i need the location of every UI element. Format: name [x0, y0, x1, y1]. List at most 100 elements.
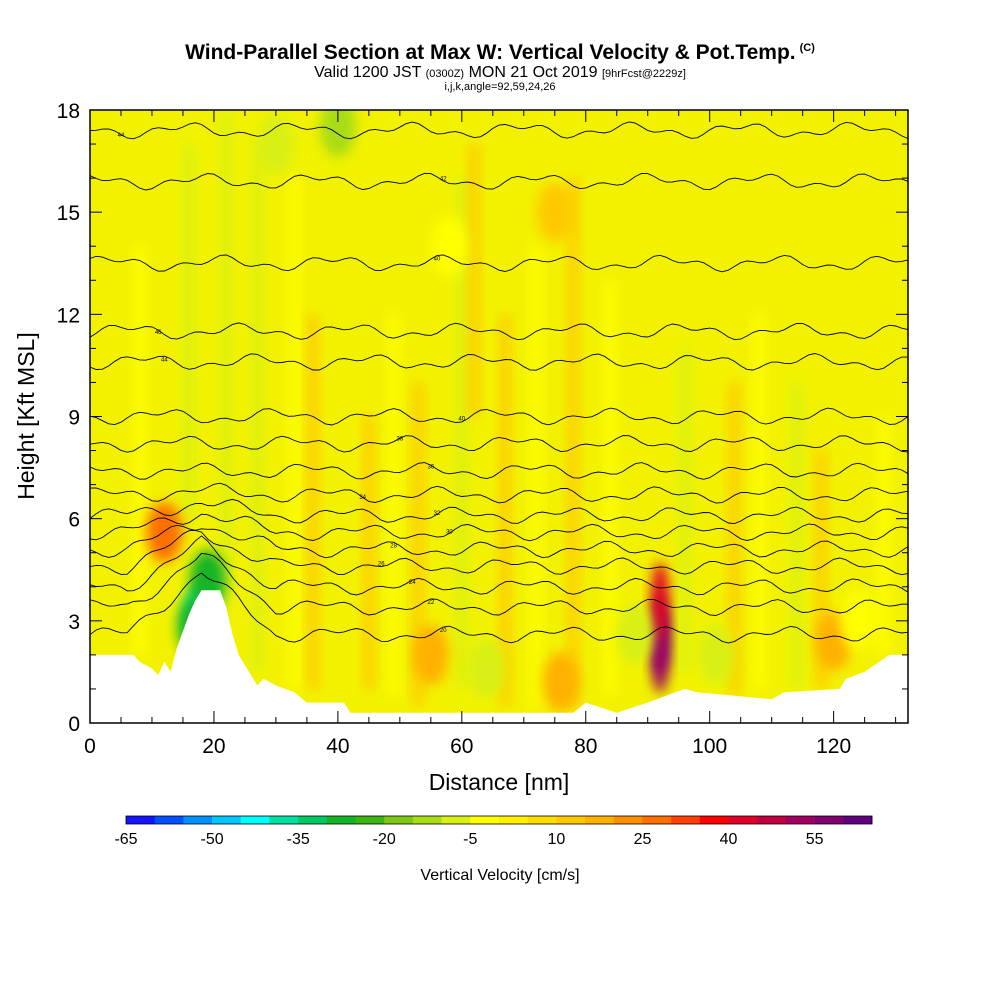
colorbar-swatch	[757, 816, 787, 824]
velocity-stripe	[567, 178, 580, 706]
chart-title: Wind-Parallel Section at Max W: Vertical…	[0, 36, 1000, 65]
velocity-stripe	[387, 314, 400, 696]
velocity-stripe	[790, 382, 803, 689]
velocity-stripe	[468, 144, 481, 417]
subtitle-date: MON 21 Oct 2019	[468, 64, 598, 81]
velocity-stripe	[133, 246, 146, 655]
theta-contour	[90, 407, 908, 426]
x-tick-label: 80	[574, 735, 597, 758]
colorbar-label: 55	[806, 831, 824, 848]
contour-label: 46	[155, 330, 162, 336]
velocity-cell	[651, 562, 670, 639]
velocity-stripe	[362, 416, 375, 689]
contour-label: 26	[378, 561, 385, 567]
theta-contour	[90, 552, 908, 616]
colorbar-swatch	[240, 816, 270, 824]
velocity-cell	[468, 638, 505, 699]
colorbar-swatch	[585, 816, 615, 824]
colorbar-swatch	[470, 816, 500, 824]
colorbar-swatch	[212, 816, 242, 824]
velocity-stripe	[753, 314, 766, 689]
velocity-cell	[412, 624, 449, 685]
colorbar-swatch	[384, 816, 414, 824]
y-tick-label: 0	[68, 713, 80, 736]
velocity-stripe	[288, 178, 301, 689]
theta-contour	[90, 462, 908, 480]
contour-label: 34	[359, 495, 366, 501]
theta-contour	[90, 529, 908, 576]
x-tick-label: 40	[326, 735, 349, 758]
contour-label: 36	[427, 465, 434, 471]
velocity-stripe	[604, 280, 617, 696]
y-axis-title: Height [Kft MSL]	[13, 332, 39, 499]
colorbar-swatch	[699, 816, 729, 824]
contour-label: 22	[427, 600, 434, 606]
subtitle-valid: Valid 1200 JST	[314, 64, 422, 81]
colorbar-swatch	[642, 816, 672, 824]
velocity-cell	[651, 616, 670, 693]
colorbar-swatch	[613, 816, 643, 824]
theta-contour	[90, 535, 908, 596]
velocity-stripe	[183, 144, 196, 519]
velocity-stripe	[251, 144, 264, 672]
colorbar-swatch	[728, 816, 758, 824]
theta-contour	[90, 513, 908, 542]
plot-area: 20 22 24 26 28 30 32 34 36 38 40 44 46 40 42 44	[90, 110, 908, 723]
colorbar-swatch	[412, 816, 442, 824]
contour-label: 30	[446, 529, 453, 535]
velocity-cell	[617, 604, 654, 665]
theta-contour	[90, 498, 908, 525]
colorbar-label: 25	[634, 831, 652, 848]
colorbar-swatch	[671, 816, 701, 824]
terrain	[90, 590, 908, 723]
theta-contour	[90, 482, 908, 504]
contour-label: 44	[118, 133, 125, 139]
contour-label: 44	[161, 358, 168, 364]
x-tick-label: 120	[816, 735, 851, 758]
colorbar-label: 10	[548, 831, 566, 848]
theta-contour	[90, 435, 908, 453]
colorbar-swatch	[298, 816, 328, 824]
colorbar-swatch	[126, 816, 155, 824]
velocity-stripes	[133, 110, 890, 706]
colorbar-swatch	[843, 816, 873, 824]
y-tick-label: 12	[57, 304, 80, 327]
y-tick-label: 3	[68, 611, 80, 634]
y-tick-label: 9	[68, 407, 80, 430]
x-tick-label: 0	[84, 735, 96, 758]
contour-label: 38	[397, 437, 404, 443]
velocity-stripe	[220, 110, 233, 604]
title-mark: (C)	[799, 42, 815, 54]
velocity-stripe	[530, 246, 543, 706]
velocity-cell	[536, 182, 573, 243]
contour-label: 24	[409, 580, 416, 586]
velocity-cell	[697, 624, 734, 685]
colorbar-label: -50	[201, 831, 224, 848]
colorbar-swatch	[441, 816, 471, 824]
velocity-stripe	[728, 382, 741, 696]
theta-contour	[90, 121, 908, 140]
colorbar-label: -20	[373, 831, 396, 848]
theta-contour	[90, 572, 908, 644]
colorbar-swatch	[785, 816, 815, 824]
theta-contour	[90, 524, 908, 559]
x-axis-title: Distance [nm]	[429, 769, 570, 795]
contour-label: 40	[458, 417, 465, 423]
subtitle-ijk: i,j,k,angle=92,59,24,26	[444, 81, 556, 93]
contour-label: 40	[434, 257, 441, 263]
x-tick-label: 60	[450, 735, 473, 758]
colorbar-title: Vertical Velocity [cm/s]	[420, 867, 579, 884]
velocity-cell	[146, 502, 183, 563]
colorbar-label: -35	[287, 831, 310, 848]
contour-label: 28	[390, 544, 397, 550]
colorbar: -65 -50 -35 -20 -5 10 25 40 55	[114, 815, 873, 848]
theta-contour	[90, 353, 908, 371]
theta-contour	[90, 322, 908, 341]
colorbar-swatch	[527, 816, 557, 824]
chart-title-text: Wind-Parallel Section at Max W: Vertical…	[185, 41, 796, 64]
velocity-stripe	[499, 314, 512, 706]
subtitle-forecast: [9hrFcst@2229z]	[601, 68, 686, 80]
colorbar-label: 40	[720, 831, 738, 848]
